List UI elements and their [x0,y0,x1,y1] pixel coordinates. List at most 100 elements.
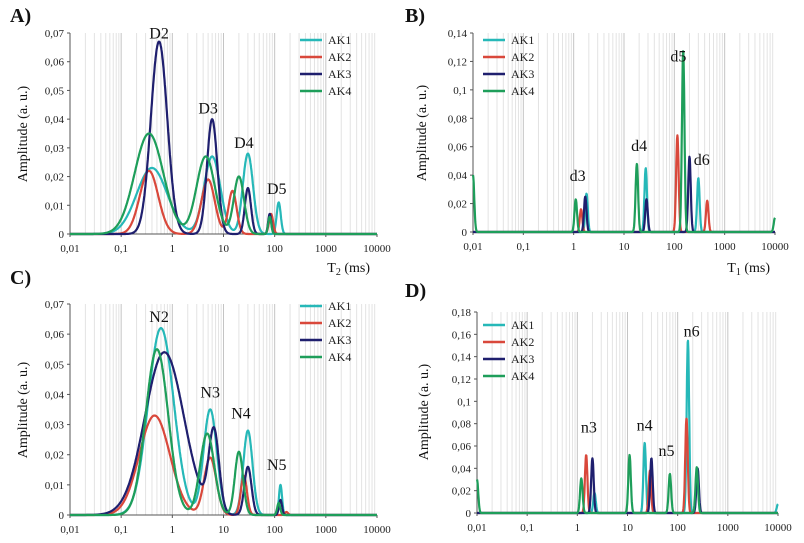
legend-label: AK4 [511,369,534,383]
y-tick-label: 0 [466,508,472,520]
panel-letter: D) [405,280,426,302]
y-tick-label: 0,01 [45,200,64,212]
y-tick-label: 0,1 [453,85,467,97]
legend-label: AK2 [511,50,534,64]
x-tick-label: 100 [266,243,283,255]
x-tick-label: 10000 [764,522,792,534]
panel-letter: C) [10,267,31,289]
peak-label: d5 [670,48,686,65]
peak-label: N4 [231,406,251,423]
x-tick-label: 1000 [315,524,338,536]
panel-3: D) 0 0,02 0,04 0,06 0,08 0,1 0,12 0,14 0,16 0,18 0,… [405,280,792,534]
peak-label: D5 [267,181,287,198]
y-tick-label: 0,07 [45,28,65,40]
legend-label: AK2 [328,316,351,330]
y-tick-label: 0,01 [45,480,64,492]
panel-2: C) 0 0,01 0,02 0,03 0,04 0,05 0,06 0,07 0,01 0,1 1 1… [10,267,391,536]
peak-label: d6 [694,152,710,169]
y-axis-title: Amplitude (a. u.) [16,361,31,458]
x-tick-label: 0,01 [60,243,79,255]
x-tick-label: 10 [218,243,230,255]
y-tick-label: 0,04 [45,389,65,401]
y-tick-label: 0,14 [452,352,472,364]
y-axis-title: Amplitude (a. u.) [415,84,430,181]
y-tick-label: 0,04 [452,463,472,475]
legend-label: AK2 [328,50,351,64]
peak-label: d4 [631,138,647,155]
x-tick-label: 100 [669,522,686,534]
y-tick-label: 0,02 [45,450,64,462]
x-tick-label: 0,01 [60,524,79,536]
legend-label: AK1 [511,318,534,332]
y-tick-label: 0,06 [452,441,472,453]
x-tick-label: 1 [170,243,176,255]
legend-label: AK2 [511,335,534,349]
peak-label: D2 [149,26,169,43]
y-axis-title: Amplitude (a. u.) [417,363,432,460]
x-tick-label: 1 [571,241,577,253]
x-tick-label: 0,01 [467,522,486,534]
panel-0: A) 0 0,01 0,02 0,03 0,04 0,05 0,06 0,07 0,01 0,1 1 1… [10,5,391,278]
y-tick-label: 0,1 [457,396,471,408]
y-tick-label: 0,02 [452,486,471,498]
legend: AK1 AK2 AK3 AK4 [300,299,351,364]
legend-label: AK3 [328,67,351,81]
legend: AK1 AK2 AK3 AK4 [300,33,351,98]
y-tick-label: 0,06 [45,57,65,69]
x-tick-label: 1000 [315,243,338,255]
series-line-ak4 [475,453,779,515]
panel-1: B) 0 0,02 0,04 0,06 0,08 0,1 0,12 0,14 0,01 0,1 1 10… [405,5,789,278]
y-tick-label: 0,05 [45,359,65,371]
x-tick-label: 10000 [363,524,391,536]
x-tick-label: 10 [622,522,634,534]
x-tick-label: 1 [575,522,581,534]
y-tick-label: 0,02 [448,199,467,211]
legend-label: AK1 [328,33,351,47]
x-tick-label: 10 [619,241,631,253]
series-line-ak4 [471,50,776,234]
legend-label: AK4 [511,84,534,98]
x-tick-label: 0,1 [520,522,534,534]
legend: AK1 AK2 AK3 AK4 [483,318,534,383]
x-tick-label: 100 [666,241,683,253]
legend-label: AK1 [328,299,351,313]
y-tick-label: 0,03 [45,143,65,155]
peak-label: D4 [234,135,254,152]
x-axis-title: T2 (ms) [327,261,370,278]
peak-label: N3 [200,384,220,401]
x-tick-label: 0,1 [114,243,128,255]
x-tick-label: 100 [266,524,283,536]
y-tick-label: 0,16 [452,329,472,341]
legend-label: AK4 [328,84,351,98]
x-tick-label: 1 [170,524,176,536]
panel-letter: B) [405,5,425,27]
peak-label: n5 [659,443,675,460]
y-tick-label: 0,12 [448,56,467,68]
legend-label: AK3 [328,333,351,347]
y-tick-label: 0,03 [45,420,65,432]
x-tick-label: 1000 [714,241,737,253]
x-tick-label: 1000 [717,522,740,534]
y-tick-label: 0,02 [45,172,64,184]
legend-label: AK3 [511,352,534,366]
y-tick-label: 0 [59,510,65,522]
y-tick-label: 0 [59,229,65,241]
y-tick-label: 0,14 [448,28,468,40]
peak-label: n6 [684,324,700,341]
x-tick-label: 10000 [761,241,789,253]
y-axis-title: Amplitude (a. u.) [16,85,31,182]
y-tick-label: 0,12 [452,374,471,386]
series-line-ak4 [69,348,378,517]
peak-label: n4 [637,417,653,434]
peak-label: n3 [581,420,597,437]
y-tick-label: 0 [462,227,468,239]
peak-label: N5 [267,457,287,474]
x-axis-title: T1 (ms) [727,261,770,278]
peak-label: d3 [570,168,586,185]
y-tick-label: 0,05 [45,85,65,97]
y-tick-label: 0,04 [448,170,468,182]
y-tick-label: 0,08 [452,419,472,431]
legend-label: AK1 [511,33,534,47]
